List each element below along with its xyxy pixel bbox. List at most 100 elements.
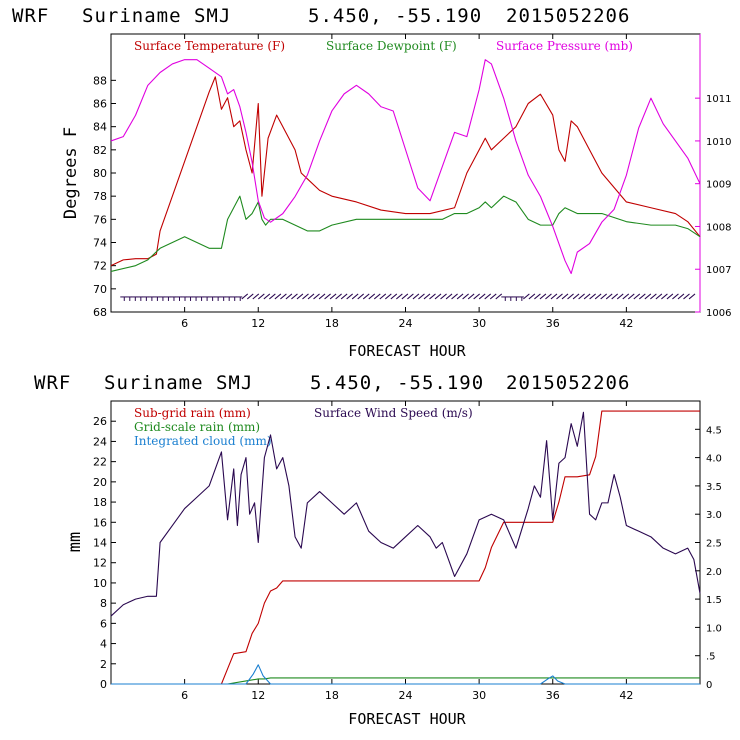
wind-barb-shaft xyxy=(644,293,652,300)
wind-barb xyxy=(556,293,563,300)
wind-barb-shaft xyxy=(456,293,464,300)
wind-barb-shaft xyxy=(423,293,431,300)
series-grid-scale-rain-line xyxy=(111,677,700,685)
wind-barb-shaft xyxy=(661,293,668,300)
wind-barb xyxy=(501,296,508,301)
wind-barb-shaft xyxy=(683,293,690,300)
wind-barb xyxy=(456,293,464,300)
wind-barb-shaft xyxy=(351,293,359,300)
series-surface-temperature-line xyxy=(110,76,701,267)
wind-barb-shaft xyxy=(329,293,337,300)
wind-barb-shaft xyxy=(257,293,265,300)
wind-barb xyxy=(362,293,370,300)
x-tick-label: 36 xyxy=(546,689,560,702)
wind-barb xyxy=(517,296,524,301)
wind-barb-shaft xyxy=(451,293,458,300)
wind-barb-shaft xyxy=(677,293,685,300)
wind-barb-shaft xyxy=(550,293,558,300)
wind-barb xyxy=(329,293,337,300)
panel2-header-coords: 5.450, -55.190 xyxy=(310,372,484,394)
wind-barb xyxy=(589,293,596,300)
wind-barb-shaft xyxy=(429,293,436,300)
wind-barb-shaft xyxy=(622,293,630,300)
wind-barb xyxy=(307,293,315,300)
wind-barb-shaft xyxy=(578,293,585,300)
wind-barb xyxy=(605,293,613,300)
panel1-header-init: 2015052206 xyxy=(506,5,630,27)
wind-barb xyxy=(418,293,425,300)
series-surface-wind-speed-line xyxy=(110,411,701,617)
wind-barb xyxy=(351,293,359,300)
wind-barb-shaft xyxy=(335,293,342,300)
wind-barb-shaft xyxy=(605,293,613,300)
wind-barb xyxy=(639,293,646,300)
wind-barb xyxy=(572,293,580,300)
y-tick-label: 18 xyxy=(93,496,107,509)
y2-tick-label: 1006 xyxy=(706,308,731,319)
wind-barb xyxy=(523,293,530,300)
y-tick-label: 10 xyxy=(93,577,107,590)
wind-barb xyxy=(423,293,431,300)
panel1-wind-barbs xyxy=(120,293,696,301)
series-sub-grid-rain-line xyxy=(111,410,700,685)
y2-tick-label: .5 xyxy=(706,652,716,663)
wind-barb-shaft xyxy=(324,293,331,300)
legend-surface-wind-speed: Surface Wind Speed (m/s) xyxy=(314,406,473,420)
wind-barb-shaft xyxy=(572,293,580,300)
wind-barb xyxy=(225,296,232,301)
wind-barb xyxy=(274,293,282,300)
wind-barb xyxy=(655,293,663,300)
y-tick-label: 80 xyxy=(93,167,107,180)
wind-barb xyxy=(158,296,165,301)
wind-barb xyxy=(214,296,221,301)
wind-barb-shaft xyxy=(633,293,641,300)
y-tick-label: 76 xyxy=(93,213,107,226)
wind-barb xyxy=(495,293,503,300)
y2-tick-label: 4.5 xyxy=(706,425,722,436)
wind-barb-shaft xyxy=(556,293,563,300)
wind-barb-shaft xyxy=(528,293,536,300)
wind-barb-shaft xyxy=(285,293,293,300)
x-tick-label: 42 xyxy=(619,317,633,330)
wind-barb xyxy=(131,296,138,301)
wind-barb xyxy=(583,293,591,300)
wind-barb xyxy=(462,293,469,300)
legend-surface-dewpoint: Surface Dewpoint (F) xyxy=(326,39,457,53)
panel2-header-init: 2015052206 xyxy=(506,372,630,394)
wind-barb xyxy=(600,293,607,300)
wind-barb-shaft xyxy=(318,293,326,300)
wind-barb xyxy=(313,293,320,300)
y2-tick-label: 2.0 xyxy=(706,567,722,578)
wind-barb-shaft xyxy=(545,293,552,300)
wind-barb xyxy=(153,296,160,301)
y2-tick-label: 1.5 xyxy=(706,595,722,606)
wind-barb-shaft xyxy=(379,293,387,300)
wind-barb-shaft xyxy=(263,293,271,300)
x-tick-label: 24 xyxy=(399,317,413,330)
wind-barb xyxy=(666,293,674,300)
wind-barb xyxy=(545,293,552,300)
wind-barb-shaft xyxy=(302,293,309,300)
wind-barb-shaft xyxy=(252,293,260,300)
wind-barb xyxy=(280,293,287,300)
wind-barb-shaft xyxy=(666,293,674,300)
wind-barb-shaft xyxy=(396,293,403,300)
y-tick-label: 4 xyxy=(100,638,107,651)
panel1-header-coords: 5.450, -55.190 xyxy=(308,5,482,27)
wind-barb xyxy=(506,296,513,301)
wind-barb xyxy=(539,293,547,300)
wind-barb xyxy=(473,293,480,300)
wind-barb-shaft xyxy=(567,293,574,300)
wind-barb-shaft xyxy=(346,293,353,300)
panel2-legend: Sub-grid rain (mm) Surface Wind Speed (m… xyxy=(134,406,473,448)
wind-barb-shaft xyxy=(594,293,602,300)
wind-barb xyxy=(434,293,442,300)
wind-barb xyxy=(318,293,326,300)
wind-barb-shaft xyxy=(583,293,591,300)
wind-barb xyxy=(147,296,154,301)
wind-barb-shaft xyxy=(373,293,381,300)
wind-barb xyxy=(672,293,679,300)
wind-barb xyxy=(429,293,436,300)
panel1-header-location: Suriname SMJ xyxy=(82,5,231,27)
